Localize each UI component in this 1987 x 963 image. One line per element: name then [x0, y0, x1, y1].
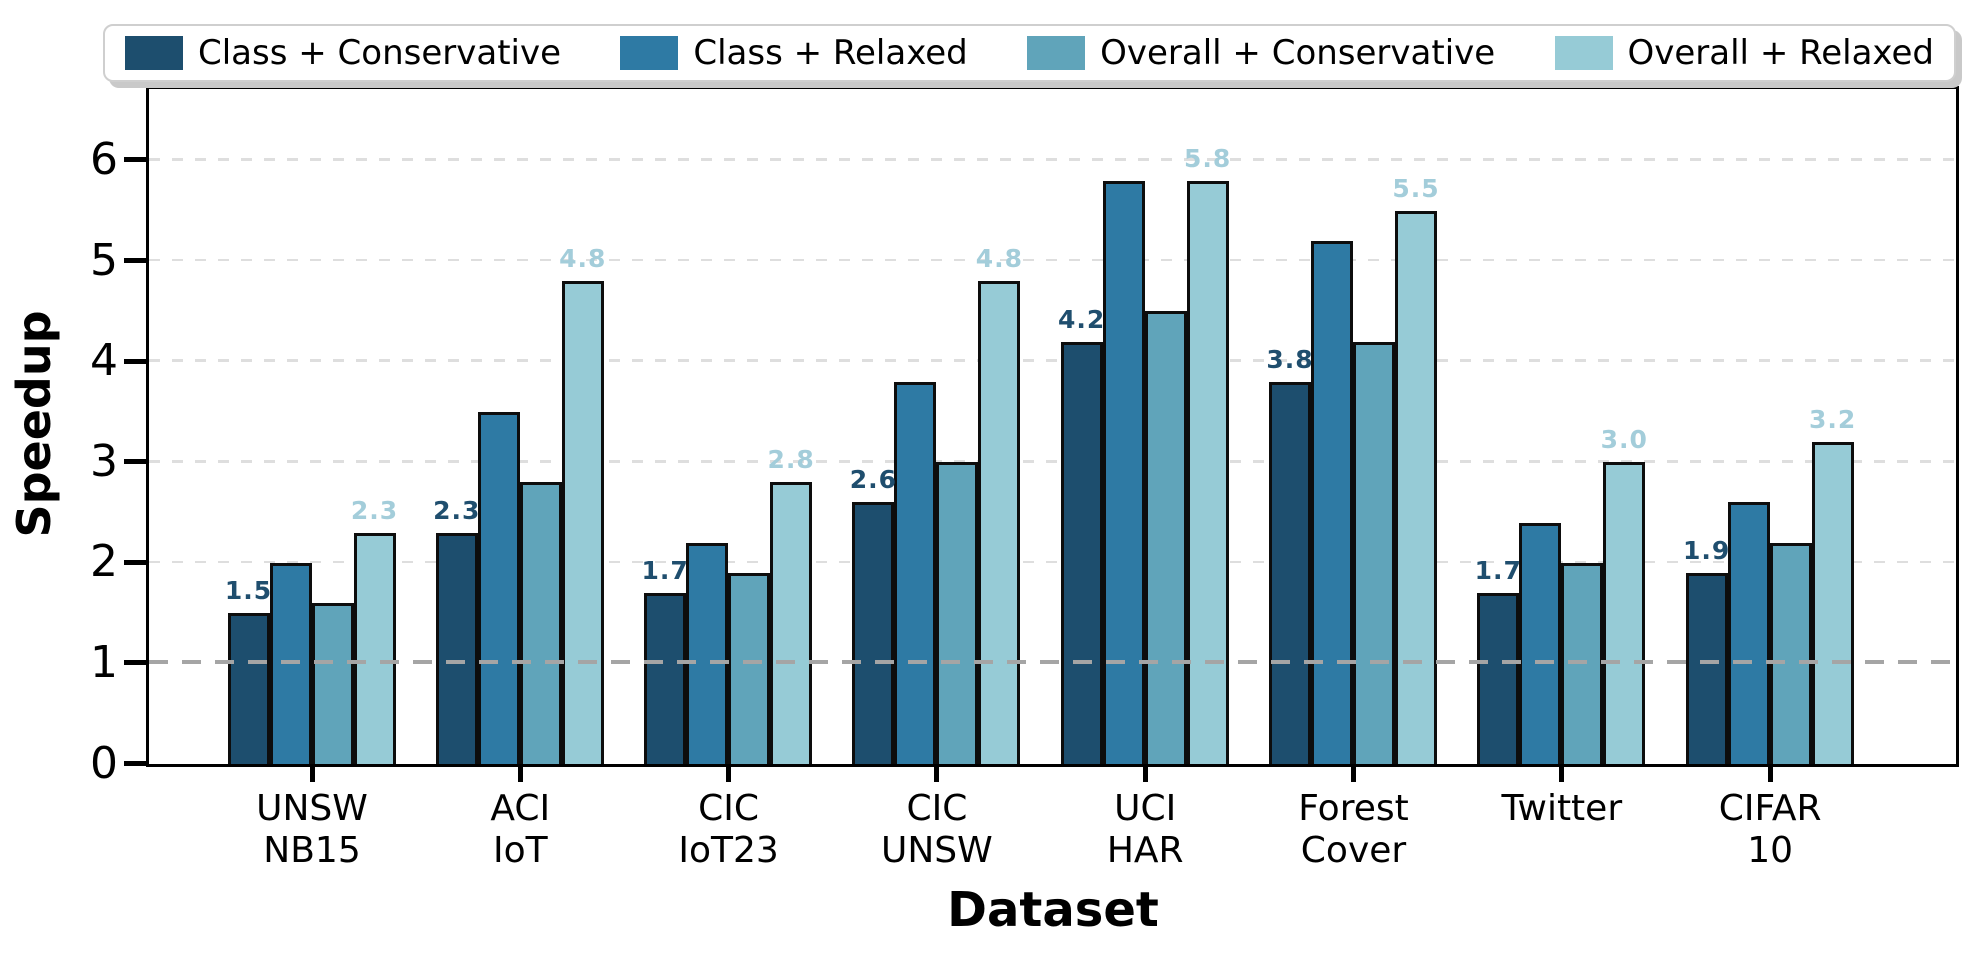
bar [477, 411, 520, 764]
bar [1269, 381, 1311, 764]
legend-swatch-icon [125, 36, 183, 70]
y-tick-label: 3 [90, 435, 118, 487]
bar [1727, 502, 1770, 764]
bar [686, 542, 729, 764]
bar [894, 381, 937, 764]
bar [978, 281, 1021, 764]
bar-value-label: 1.5 [224, 576, 273, 606]
category-label: Forest Cover [1298, 788, 1409, 871]
bar [561, 281, 604, 764]
x-tick-mark [1767, 766, 1773, 782]
y-tick-mark [124, 157, 147, 163]
y-tick-label: 0 [90, 737, 118, 789]
gridline [149, 258, 1956, 262]
legend-label: Overall + Relaxed [1627, 33, 1934, 73]
y-tick-mark [124, 660, 147, 666]
x-axis-title: Dataset [947, 882, 1159, 938]
x-tick-mark [1351, 766, 1356, 782]
legend-swatch-icon [1554, 36, 1613, 70]
gridline [149, 560, 1956, 564]
category-label: Twitter [1501, 788, 1623, 829]
bar [1685, 572, 1728, 764]
bar [1186, 180, 1229, 764]
gridline [149, 158, 1956, 161]
legend-label: Class + Relaxed [693, 33, 968, 73]
bar-value-label: 4.8 [975, 244, 1024, 274]
bar [1102, 180, 1145, 764]
x-tick-mark [726, 766, 732, 782]
bar-value-label: 2.6 [849, 465, 898, 495]
bar [1811, 442, 1854, 764]
bar-value-label: 3.2 [1808, 405, 1857, 435]
y-tick-label: 4 [90, 335, 118, 387]
bar [1060, 341, 1103, 764]
y-tick-mark [124, 761, 147, 766]
bar [1395, 210, 1437, 764]
category-label: ACI IoT [490, 788, 551, 871]
y-tick-label: 5 [90, 234, 118, 286]
bar [770, 482, 813, 764]
bar [435, 532, 478, 764]
x-tick-mark [1559, 766, 1565, 782]
bar-value-label: 1.9 [1682, 535, 1731, 565]
bar-value-label: 4.2 [1058, 304, 1106, 334]
reference-line [149, 660, 1956, 665]
legend-item: Overall + Conservative [1027, 36, 1495, 70]
bar [1311, 240, 1353, 764]
bar-value-label: 5.8 [1184, 143, 1232, 173]
legend-swatch-icon [620, 36, 679, 70]
bar [1769, 542, 1812, 764]
bar [1603, 462, 1646, 764]
bar-value-label: 2.3 [433, 495, 481, 525]
bar-value-label: 2.3 [350, 495, 399, 525]
bar-value-label: 3.8 [1266, 344, 1314, 374]
y-tick-mark [124, 459, 147, 465]
category-label: CIC IoT23 [678, 788, 779, 871]
x-tick-mark [309, 766, 315, 782]
bar-value-label: 1.7 [641, 556, 689, 585]
y-tick-label: 1 [90, 636, 118, 688]
bar [1144, 311, 1187, 764]
legend-label: Overall + Conservative [1100, 33, 1496, 73]
bar [1353, 341, 1395, 764]
y-tick-mark [124, 559, 147, 565]
bar-value-label: 4.8 [559, 244, 607, 274]
plot-area: 1.5 2.3 2.3 4.8 1.7 2.8 2.6 4.8 4.2 5.8 3.8 5.5 1.7 3… [146, 86, 1959, 767]
legend-label: Class + Conservative [198, 33, 562, 73]
category-label: CIC UNSW [881, 788, 993, 871]
bar [936, 462, 979, 764]
legend-item: Class + Conservative [125, 36, 561, 70]
y-tick-mark [124, 258, 147, 263]
bar [227, 613, 270, 764]
x-tick-mark [934, 766, 940, 782]
bar [519, 482, 562, 764]
x-tick-mark [1142, 766, 1148, 782]
bar-value-label: 5.5 [1392, 173, 1440, 203]
legend: Class + Conservative Class + Relaxed Overa… [103, 24, 1956, 82]
category-label: UCI HAR [1106, 788, 1184, 871]
bar [353, 532, 396, 764]
bar [852, 502, 895, 764]
y-tick-label: 2 [90, 536, 118, 588]
gridline [149, 460, 1956, 463]
y-tick-label: 6 [90, 133, 118, 185]
bar [728, 572, 771, 764]
bar [644, 593, 687, 764]
bar [1477, 593, 1520, 764]
category-label: UNSW NB15 [256, 788, 368, 871]
bar-value-label: 1.7 [1474, 556, 1522, 585]
gridline [149, 359, 1956, 362]
category-label: CIFAR 10 [1718, 788, 1822, 871]
legend-swatch-icon [1027, 36, 1086, 70]
bar-value-label: 3.0 [1600, 425, 1648, 455]
legend-item: Class + Relaxed [620, 33, 968, 73]
y-tick-mark [124, 358, 147, 364]
x-tick-mark [517, 766, 523, 782]
bar-value-label: 2.8 [767, 445, 815, 475]
bar [1519, 522, 1562, 764]
legend-item: Overall + Relaxed [1554, 33, 1934, 73]
bar [311, 603, 354, 764]
